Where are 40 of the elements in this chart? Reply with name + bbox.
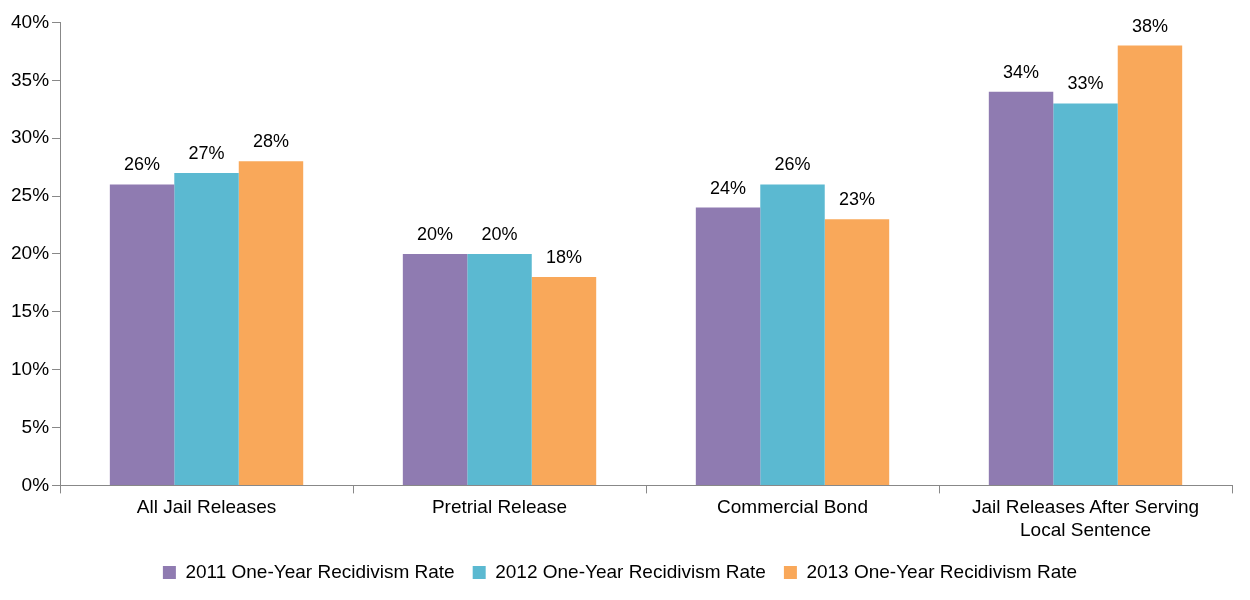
y-tick-label: 35% [11,68,50,90]
data-label: 24% [710,177,747,198]
data-label: 28% [252,131,289,152]
x-tick-label: Jail Releases After Serving Local Sentence [971,496,1200,540]
data-label: 34% [1003,61,1040,82]
bar [1053,103,1118,485]
bar [695,207,761,485]
x-tick-label: All Jail Releases [136,496,277,518]
data-label: 23% [838,189,875,210]
data-label: 38% [1131,15,1168,36]
data-label: 33% [1067,73,1104,94]
y-tick-label: 15% [11,300,50,322]
data-label: 20% [417,223,454,244]
y-tick-label: 30% [11,126,50,148]
y-tick-label: 40% [11,10,50,32]
legend-label: 2012 One-Year Recidivism Rate [495,560,766,582]
bar [402,253,468,485]
data-label: 20% [481,223,518,244]
y-tick-label: 25% [11,184,50,206]
data-label: 27% [188,142,225,163]
data-label: 26% [124,154,161,175]
legend-label: 2013 One-Year Recidivism Rate [806,560,1078,582]
x-tick-label: Pretrial Release [431,496,568,518]
bar [174,172,239,485]
bar [1117,45,1183,485]
bar [109,184,175,485]
y-tick-label: 0% [21,473,50,495]
data-label: 26% [774,154,811,175]
data-label: 18% [545,247,582,268]
y-tick-label: 10% [11,357,50,379]
bar [531,277,597,485]
x-tick-label: Commercial Bond [717,496,869,518]
bar [467,253,532,485]
bar [824,219,890,485]
y-tick-label: 20% [11,242,50,264]
bar [988,91,1054,485]
bar [238,161,304,485]
y-tick-label: 5% [21,415,50,437]
legend-label: 2011 One-Year Recidivism Rate [185,560,455,582]
bar [760,184,825,485]
